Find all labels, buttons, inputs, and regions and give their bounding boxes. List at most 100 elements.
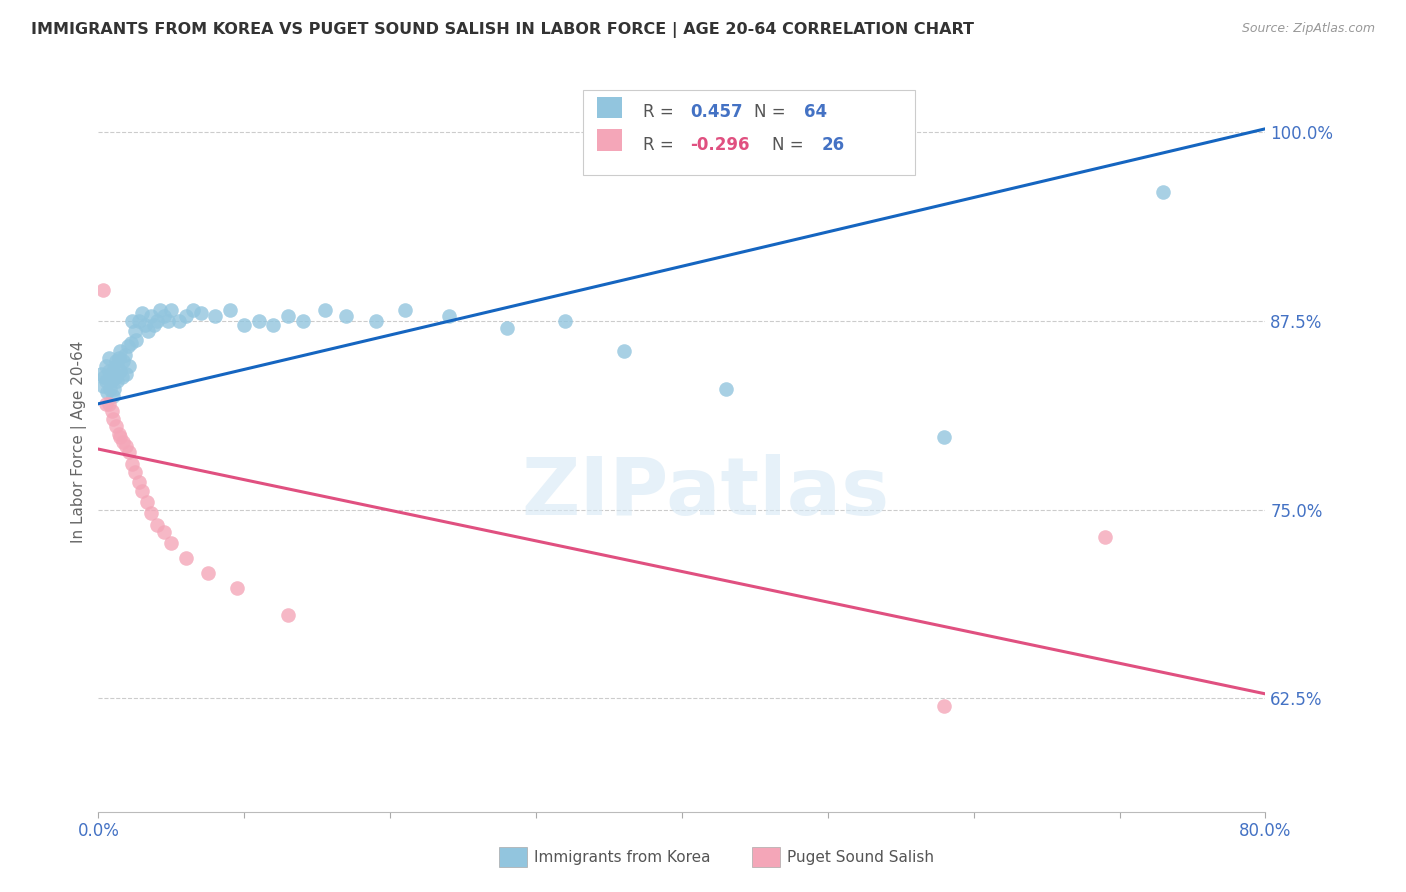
Point [118,445,141,459]
Point [134,318,156,333]
Point [94,397,117,411]
Text: N =: N = [754,103,792,121]
Point [94,374,117,388]
Point [111,369,134,384]
Point [96,384,118,399]
Point [131,484,153,499]
Point [335,309,357,323]
Point [146,313,169,327]
Point [181,303,204,318]
Text: R =: R = [644,136,679,153]
Point [1094,530,1116,544]
Point [612,343,634,358]
Point [98,369,121,384]
Point [114,348,136,362]
Text: N =: N = [772,136,808,153]
Point [112,434,135,449]
Point [139,309,162,323]
Point [364,313,387,327]
Point [115,439,138,453]
Point [100,404,122,418]
Point [103,382,125,396]
Point [204,309,226,323]
Bar [499,847,527,867]
Point [131,306,153,320]
Point [94,359,117,373]
Point [135,495,157,509]
Text: Source: ZipAtlas.com: Source: ZipAtlas.com [1241,22,1375,36]
Text: Immigrants from Korea: Immigrants from Korea [534,850,711,864]
Point [93,369,115,384]
Point [115,367,138,381]
Text: R =: R = [644,103,679,121]
Point [124,465,146,479]
Point [174,309,197,323]
Point [314,303,336,318]
Point [104,419,127,434]
Point [934,430,956,444]
Bar [752,847,780,867]
Point [98,382,121,396]
Point [108,351,131,366]
Point [190,306,212,320]
Point [291,313,314,327]
Point [110,343,132,358]
Point [118,359,141,373]
Point [149,303,172,318]
FancyBboxPatch shape [582,90,915,175]
Point [496,321,519,335]
Point [197,566,219,580]
Point [104,354,127,368]
Point [157,313,180,327]
Point [136,324,159,338]
FancyBboxPatch shape [596,129,623,151]
Point [117,339,139,353]
Point [128,313,150,327]
Point [714,382,737,396]
Point [108,427,131,442]
Text: 0.457: 0.457 [690,103,742,121]
Point [934,698,956,713]
Point [120,336,142,351]
Text: 64: 64 [804,103,828,121]
Point [174,550,197,565]
Point [128,475,150,490]
Point [101,389,124,403]
Text: -0.296: -0.296 [690,136,749,153]
Point [167,313,190,327]
Point [101,363,124,377]
Point [153,309,176,323]
Text: ZIPatlas: ZIPatlas [522,454,890,533]
Point [112,354,135,368]
Point [218,303,240,318]
Point [554,313,576,327]
Point [121,313,143,327]
Point [160,303,183,318]
Point [121,457,143,471]
Point [90,367,112,381]
Point [1152,186,1174,200]
Point [125,334,148,348]
Point [277,309,299,323]
Text: Puget Sound Salish: Puget Sound Salish [787,850,935,864]
Point [233,318,256,333]
Point [105,374,128,388]
Y-axis label: In Labor Force | Age 20-64: In Labor Force | Age 20-64 [72,341,87,542]
Point [139,506,162,520]
Text: IMMIGRANTS FROM KOREA VS PUGET SOUND SALISH IN LABOR FORCE | AGE 20-64 CORRELATI: IMMIGRANTS FROM KOREA VS PUGET SOUND SAL… [31,22,974,38]
Point [437,309,460,323]
Point [226,581,249,595]
Point [97,363,120,377]
Point [394,303,416,318]
Point [105,359,128,373]
Point [142,318,165,333]
Point [91,378,114,392]
Point [277,608,299,623]
Point [110,363,132,377]
Point [262,318,284,333]
Point [97,397,120,411]
Point [247,313,270,327]
Text: 26: 26 [823,136,845,153]
Point [100,373,122,387]
Point [104,369,127,384]
